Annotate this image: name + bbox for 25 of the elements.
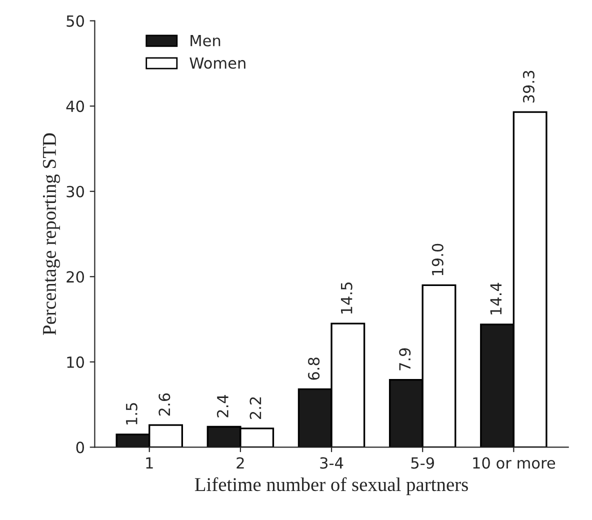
x-tick-label: 5-9: [411, 457, 434, 469]
data-label: 14.5: [340, 282, 352, 314]
y-axis-title: Percentage reporting STD: [42, 133, 60, 335]
x-tick-label: 2: [236, 457, 244, 469]
x-axis-title: Lifetime number of sexual partners: [194, 477, 468, 496]
data-label: 1.5: [126, 403, 138, 424]
y-tick-label: 30: [66, 186, 84, 198]
x-tick-label: 10 or more: [473, 457, 556, 469]
y-tick-label: 10: [67, 356, 84, 368]
data-label: 7.9: [399, 348, 411, 370]
data-label: 2.2: [250, 397, 262, 419]
data-label: 2.4: [216, 394, 228, 418]
data-label: 19.0: [432, 244, 444, 276]
data-label: 39.3: [522, 70, 534, 103]
x-tick-label: 3-4: [320, 457, 344, 469]
y-tick-label: 0: [76, 442, 84, 454]
legend-label: Women: [190, 57, 246, 69]
y-tick-label: 20: [66, 271, 84, 283]
y-tick-label: 50: [66, 15, 84, 27]
x-tick-label: 1: [146, 457, 153, 469]
data-label: 6.8: [308, 358, 320, 380]
legend-label: Men: [190, 35, 220, 46]
y-tick-label: 40: [66, 100, 84, 112]
data-label: 2.6: [158, 393, 170, 416]
data-label: 14.4: [490, 282, 502, 314]
